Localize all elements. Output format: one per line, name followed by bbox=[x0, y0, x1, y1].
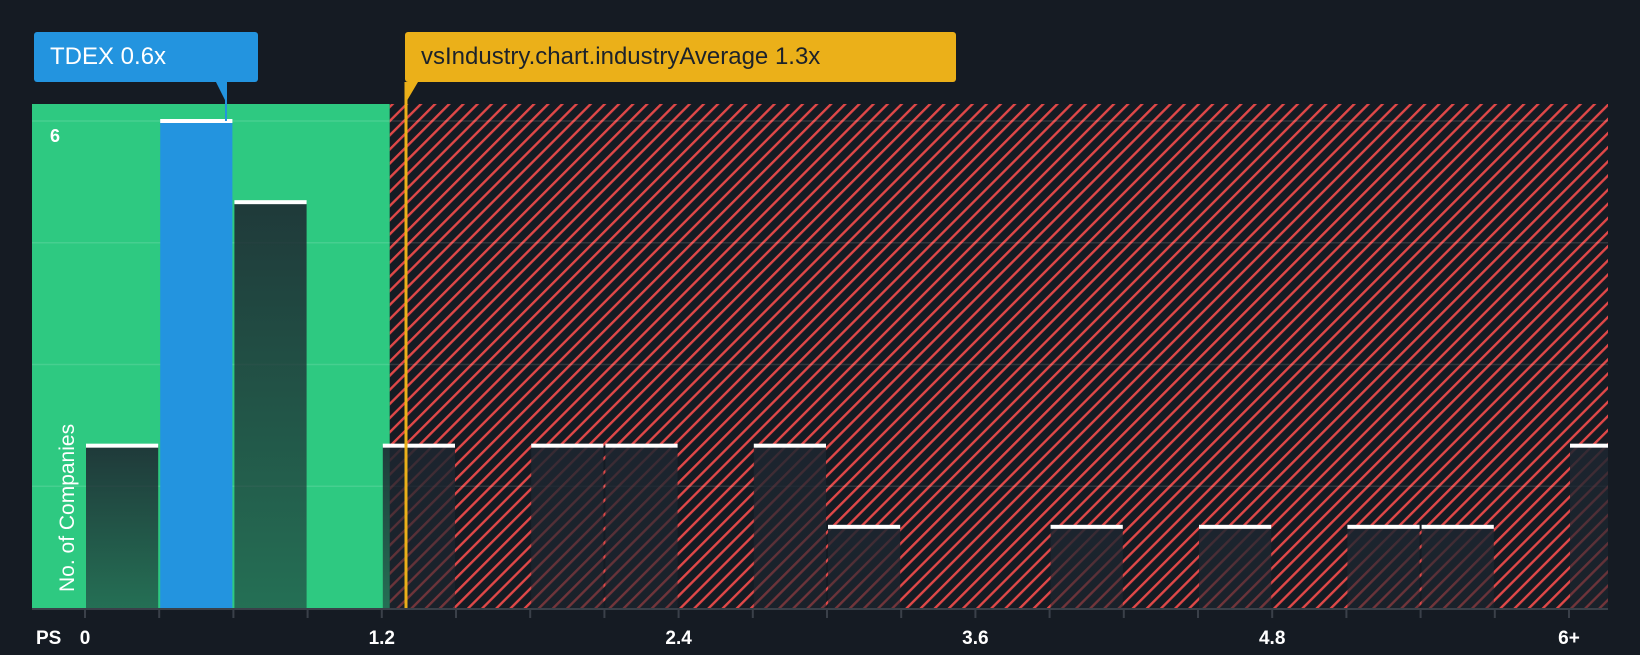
histogram-bar bbox=[1050, 526, 1123, 608]
bar-cap bbox=[160, 119, 233, 123]
company-ps-text: TDEX 0.6x bbox=[50, 43, 167, 70]
x-axis-tick-label: 4.8 bbox=[1258, 628, 1286, 649]
x-axis-prefix: PS bbox=[36, 628, 62, 649]
company-ps-label: TDEX 0.6x bbox=[34, 32, 258, 82]
histogram-bar bbox=[1347, 526, 1420, 608]
bar-cap bbox=[234, 200, 307, 205]
histogram-bar bbox=[234, 202, 307, 608]
bar-cap bbox=[382, 443, 455, 448]
company-bar bbox=[160, 121, 233, 608]
bar-cap bbox=[828, 524, 901, 529]
industry-average-text: vsIndustry.chart.industryAverage 1.3x bbox=[421, 43, 821, 70]
histogram-bar bbox=[1199, 526, 1272, 608]
bar-cap bbox=[1199, 524, 1272, 529]
histogram-bar bbox=[86, 445, 159, 608]
x-axis-tick-label: 2.4 bbox=[665, 628, 692, 649]
company-label-pointer bbox=[215, 82, 227, 104]
histogram-bar bbox=[1570, 445, 1608, 608]
histogram-bar bbox=[531, 445, 604, 608]
histogram-bar bbox=[1421, 526, 1494, 608]
bar-cap bbox=[753, 443, 826, 448]
x-axis-tick-label: 1.2 bbox=[368, 628, 396, 649]
histogram-bar bbox=[753, 445, 826, 608]
bar-cap bbox=[1347, 524, 1420, 529]
bar-cap bbox=[1421, 524, 1494, 529]
bar-cap bbox=[605, 443, 678, 448]
bar-cap bbox=[531, 443, 604, 448]
x-axis-tick-label: 6+ bbox=[1558, 628, 1580, 649]
x-axis-tick-label: 3.6 bbox=[962, 628, 989, 649]
x-axis-tick-label: 0 bbox=[79, 628, 91, 649]
y-axis-title: No. of Companies bbox=[56, 423, 79, 592]
industry-average-label: vsIndustry.chart.industryAverage 1.3x bbox=[405, 32, 956, 82]
histogram-bar bbox=[382, 445, 455, 608]
industry-label-pointer bbox=[405, 82, 418, 104]
bar-cap bbox=[86, 443, 159, 448]
y-axis-max-tick: 6 bbox=[50, 126, 61, 146]
bar-cap bbox=[1570, 443, 1608, 448]
histogram-bar bbox=[605, 445, 678, 608]
histogram-bar bbox=[828, 526, 901, 608]
bar-cap bbox=[1050, 524, 1123, 529]
